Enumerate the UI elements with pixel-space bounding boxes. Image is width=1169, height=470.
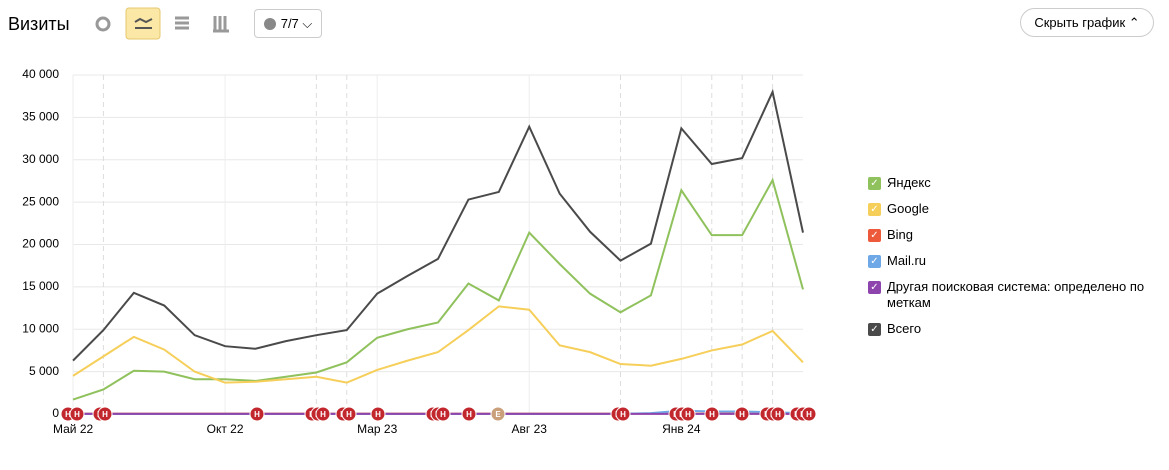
legend: ✓ Яндекс ✓ Google ✓ Bing ✓ Mail.ru ✓ Другая поиск… xyxy=(868,175,1158,347)
x-tick-label: Май 22 xyxy=(53,422,94,436)
legend-item[interactable]: ✓ Bing xyxy=(868,227,1158,243)
legend-label: Яндекс xyxy=(887,175,931,190)
y-tick-label: 5 000 xyxy=(29,364,59,378)
event-marker-label: Н xyxy=(254,410,260,419)
y-tick-label: 20 000 xyxy=(22,237,59,251)
event-marker-label: Н xyxy=(466,410,472,419)
chart: 0 5 000 10 000 15 000 20 000 25 000 30 000 35 0… xyxy=(22,67,817,436)
x-tick-label: Авг 23 xyxy=(512,422,548,436)
x-tick-label: Янв 24 xyxy=(662,422,701,436)
title: Визиты xyxy=(8,14,70,34)
x-tick-label: Мар 23 xyxy=(357,422,397,436)
y-tick-label: 25 000 xyxy=(22,194,59,208)
event-marker-label: Н xyxy=(320,410,326,419)
event-marker-label: Н xyxy=(806,410,812,419)
y-tick-label: 15 000 xyxy=(22,279,59,293)
legend-item[interactable]: ✓ Яндекс xyxy=(868,175,1158,191)
line-icon[interactable] xyxy=(125,7,161,40)
legend-checkbox[interactable]: ✓ xyxy=(868,281,881,294)
legend-label: Google xyxy=(887,201,929,216)
event-marker-label: Н xyxy=(440,410,446,419)
event-marker[interactable] xyxy=(680,406,696,422)
legend-item[interactable]: ✓ Всего xyxy=(868,321,1158,337)
event-marker[interactable] xyxy=(734,406,750,422)
segments-button[interactable]: 7/7 ⌵ xyxy=(254,9,322,38)
event-marker-label: Н xyxy=(65,410,71,419)
event-marker-label: Н xyxy=(709,410,715,419)
series-line xyxy=(72,305,804,384)
hide-chart-text: Скрыть график xyxy=(1034,15,1126,30)
event-marker[interactable] xyxy=(615,406,631,422)
legend-item[interactable]: ✓ Другая поисковая система: определено по… xyxy=(868,279,1158,311)
legend-item[interactable]: ✓ Google xyxy=(868,201,1158,217)
event-marker[interactable] xyxy=(370,406,386,422)
event-marker[interactable] xyxy=(97,406,113,422)
legend-checkbox[interactable]: ✓ xyxy=(868,255,881,268)
legend-label: Mail.ru xyxy=(887,253,927,268)
y-tick-label: 10 000 xyxy=(22,321,59,335)
event-marker[interactable] xyxy=(704,406,720,422)
event-marker[interactable] xyxy=(315,406,331,422)
legend-label: Другая поисковая система: определено по … xyxy=(887,279,1145,310)
pie-icon[interactable] xyxy=(95,16,111,32)
event-marker[interactable] xyxy=(341,406,357,422)
legend-checkbox[interactable]: ✓ xyxy=(868,177,881,190)
event-marker-label: Н xyxy=(346,410,352,419)
event-marker-label: Н xyxy=(375,410,381,419)
y-tick-label: 0 xyxy=(52,406,59,420)
legend-checkbox[interactable]: ✓ xyxy=(868,203,881,216)
stack-icon[interactable] xyxy=(175,16,189,30)
hide-chart-button[interactable]: Скрыть график ⌃ xyxy=(1020,8,1154,37)
event-marker-label: Н xyxy=(74,410,80,419)
event-marker[interactable] xyxy=(461,406,477,422)
event-marker-label: Н xyxy=(775,410,781,419)
event-marker[interactable] xyxy=(490,406,506,422)
x-tick-label: Окт 22 xyxy=(207,422,244,436)
event-marker-label: Н xyxy=(685,410,691,419)
event-marker-label: Н xyxy=(620,410,626,419)
legend-checkbox[interactable]: ✓ xyxy=(868,323,881,336)
event-marker[interactable] xyxy=(249,406,265,422)
event-marker-label: Н xyxy=(102,410,108,419)
event-marker[interactable] xyxy=(69,406,85,422)
legend-label: Всего xyxy=(887,321,922,336)
event-marker-label: Н xyxy=(739,410,745,419)
event-marker[interactable] xyxy=(770,406,786,422)
event-marker-label: Е xyxy=(495,410,501,419)
y-tick-label: 40 000 xyxy=(22,67,59,81)
legend-checkbox[interactable]: ✓ xyxy=(868,229,881,242)
y-tick-label: 30 000 xyxy=(22,152,59,166)
series-line xyxy=(72,88,804,362)
bar-icon[interactable] xyxy=(213,16,229,33)
event-marker[interactable] xyxy=(801,406,817,422)
event-marker[interactable] xyxy=(435,406,451,422)
legend-item[interactable]: ✓ Mail.ru xyxy=(868,253,1158,269)
segments-count: 7/7 xyxy=(280,16,299,31)
series-line xyxy=(72,177,804,401)
y-tick-label: 35 000 xyxy=(22,110,59,124)
view-icons xyxy=(95,7,229,40)
legend-label: Bing xyxy=(887,227,914,242)
